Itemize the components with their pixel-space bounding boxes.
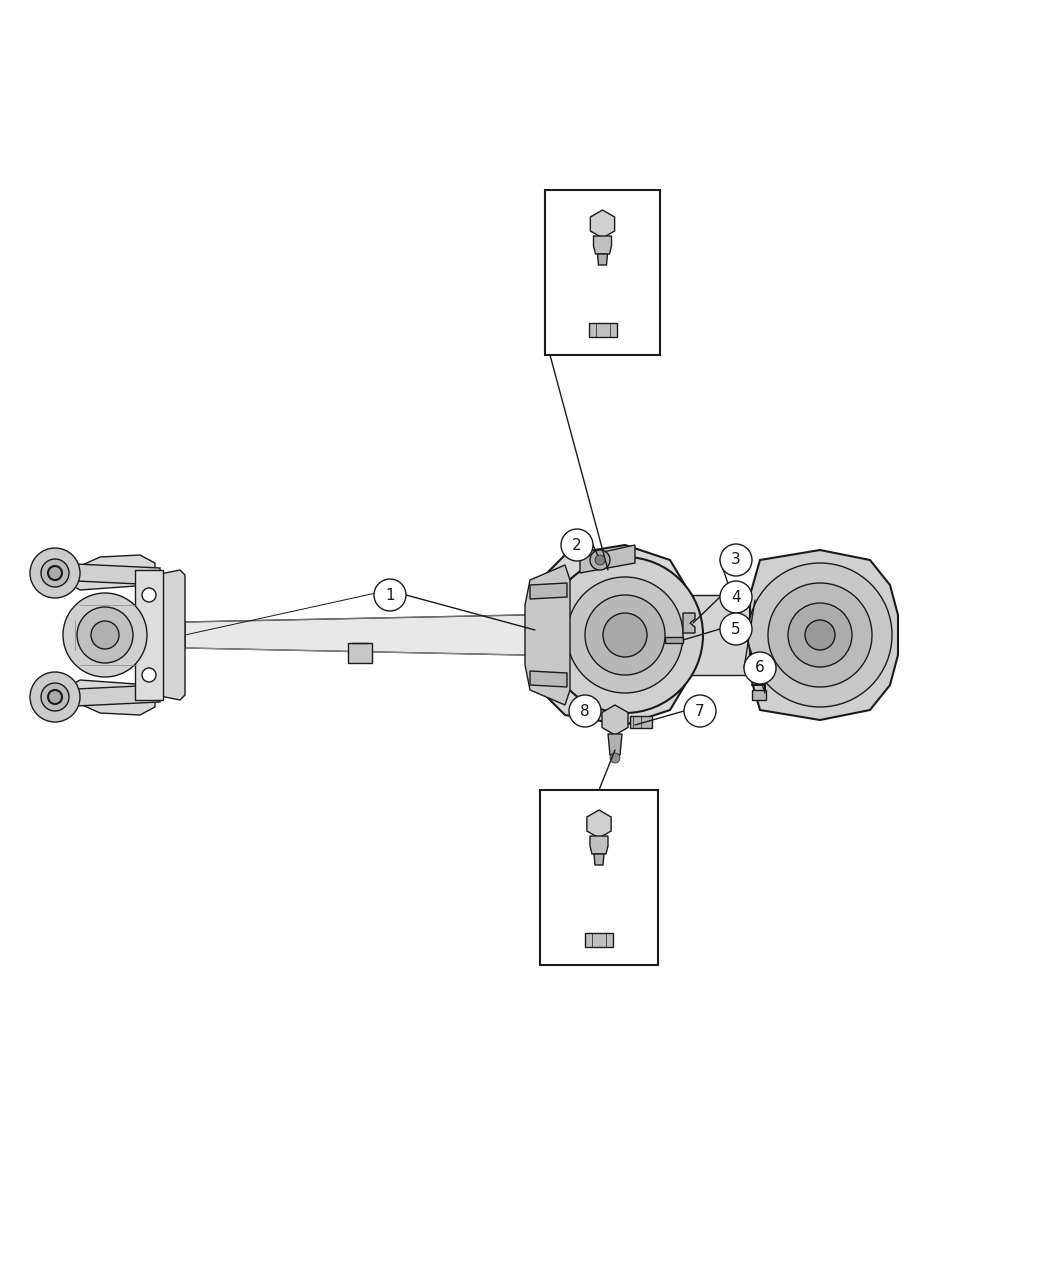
Polygon shape	[602, 705, 628, 734]
Circle shape	[30, 672, 80, 722]
Polygon shape	[597, 254, 608, 265]
Circle shape	[585, 595, 665, 674]
Circle shape	[374, 579, 406, 611]
Polygon shape	[750, 550, 898, 720]
Bar	[585, 933, 613, 947]
Circle shape	[63, 593, 147, 677]
Polygon shape	[530, 544, 685, 725]
Polygon shape	[594, 854, 604, 864]
Polygon shape	[593, 236, 611, 254]
Bar	[540, 790, 658, 965]
Circle shape	[142, 588, 156, 602]
Circle shape	[561, 529, 593, 561]
Text: 4: 4	[731, 589, 741, 604]
Circle shape	[30, 548, 80, 598]
Text: 7: 7	[695, 704, 705, 719]
Circle shape	[805, 620, 835, 650]
Polygon shape	[55, 564, 160, 585]
Circle shape	[684, 695, 716, 727]
Bar	[752, 690, 766, 700]
Text: 3: 3	[731, 552, 741, 567]
Circle shape	[142, 668, 156, 682]
Circle shape	[77, 607, 133, 663]
Polygon shape	[55, 685, 160, 708]
Text: 5: 5	[731, 621, 741, 636]
Circle shape	[748, 564, 892, 708]
Circle shape	[91, 621, 119, 649]
Circle shape	[48, 690, 62, 704]
Polygon shape	[587, 810, 611, 838]
Polygon shape	[590, 210, 614, 238]
Bar	[630, 717, 652, 728]
Circle shape	[610, 754, 620, 762]
Circle shape	[788, 603, 852, 667]
Circle shape	[603, 613, 647, 657]
Text: 6: 6	[755, 660, 764, 676]
Polygon shape	[68, 680, 155, 715]
Bar	[665, 638, 682, 643]
Polygon shape	[155, 570, 185, 700]
Circle shape	[768, 583, 871, 687]
Polygon shape	[68, 555, 155, 590]
Polygon shape	[685, 595, 750, 674]
Bar	[135, 570, 163, 700]
Circle shape	[41, 558, 69, 587]
Bar	[348, 643, 372, 663]
Circle shape	[590, 550, 610, 570]
Circle shape	[720, 613, 752, 645]
Text: 1: 1	[385, 588, 395, 603]
Circle shape	[41, 683, 69, 711]
Polygon shape	[590, 836, 608, 854]
Polygon shape	[525, 565, 570, 705]
Circle shape	[567, 578, 682, 694]
Polygon shape	[580, 544, 635, 572]
Polygon shape	[530, 583, 567, 599]
Polygon shape	[530, 671, 567, 687]
Circle shape	[48, 566, 62, 580]
Circle shape	[744, 652, 776, 683]
Circle shape	[569, 695, 601, 727]
Text: 2: 2	[572, 538, 582, 552]
Text: 8: 8	[581, 704, 590, 719]
Circle shape	[720, 581, 752, 613]
Circle shape	[720, 544, 752, 576]
Bar	[588, 323, 616, 337]
Bar	[545, 190, 660, 354]
Circle shape	[547, 557, 704, 713]
Polygon shape	[608, 734, 622, 755]
Polygon shape	[185, 615, 570, 657]
Circle shape	[595, 555, 605, 565]
Polygon shape	[682, 613, 695, 632]
